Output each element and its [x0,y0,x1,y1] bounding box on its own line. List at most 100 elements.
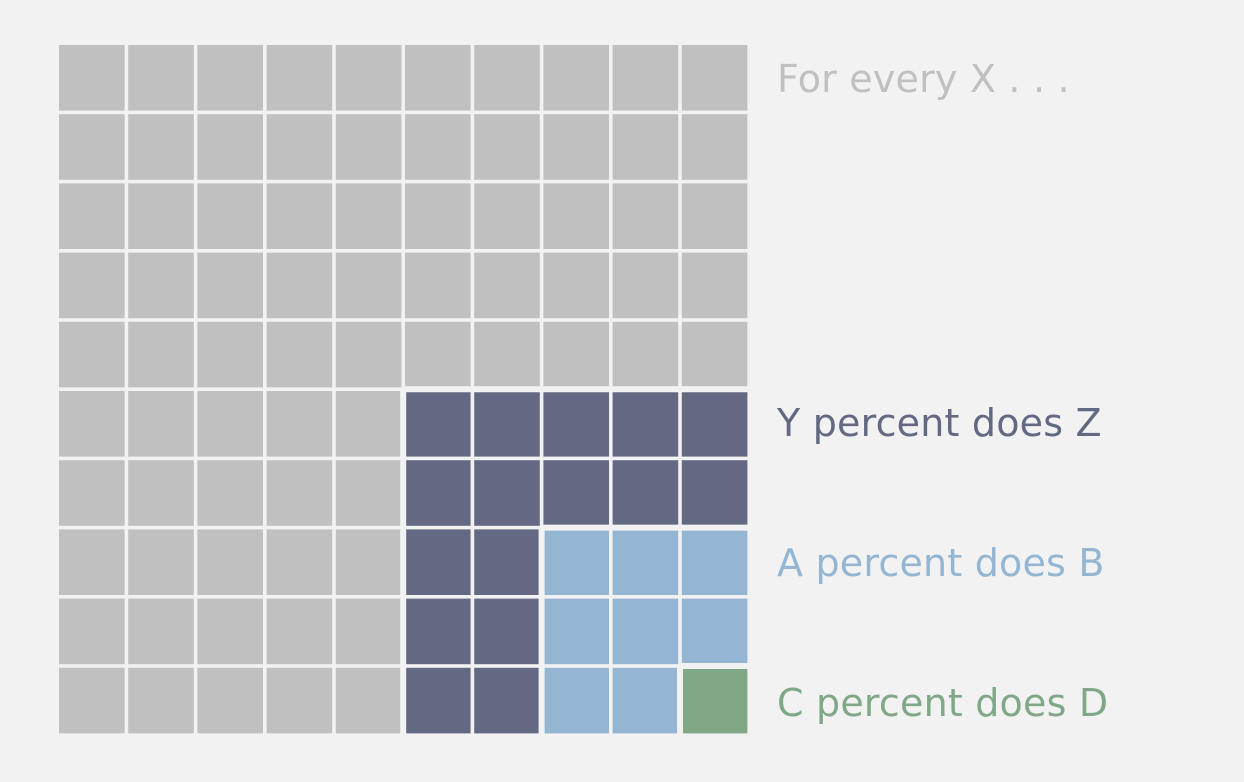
waffle-cell-base [197,529,263,595]
waffle-cell-base [266,460,333,526]
waffle-cell-group-1 [681,460,748,526]
waffle-cell-base [543,183,609,249]
legend-label-base: For every X . . . [777,57,1070,101]
waffle-cell-base [266,598,333,665]
waffle-cell-base [335,45,402,111]
waffle-cell-group-3 [681,667,748,734]
waffle-cell-base [197,321,263,388]
waffle-cell-base [128,598,194,665]
waffle-cell-base [405,114,471,180]
waffle-cell-base [59,45,125,111]
waffle-cell-base [335,598,402,665]
waffle-cell-group-1 [612,391,679,457]
waffle-cell-group-1 [405,598,471,665]
waffle-cell-group-1 [474,529,540,595]
waffle-cell-base [197,114,263,180]
waffle-cell-base [128,391,194,457]
waffle-cell-base [681,45,748,111]
waffle-cell-base [681,183,748,249]
waffle-cell-base [266,114,333,180]
waffle-cell-base [543,114,609,180]
waffle-cell-group-1 [474,391,540,457]
waffle-cell-base [128,529,194,595]
waffle-cell-base [266,252,333,319]
legend-label-a-percent: A percent does B [777,541,1105,585]
waffle-cell-base [59,252,125,319]
legend-label-c-percent: C percent does D [777,681,1109,725]
waffle-cell-group-1 [474,667,540,734]
waffle-cell-base [197,460,263,526]
waffle-cell-base [335,252,402,319]
waffle-cell-base [335,667,402,734]
waffle-cell-base [128,321,194,388]
waffle-cell-group-1 [543,391,609,457]
waffle-cell-base [612,252,679,319]
waffle-cell-base [128,252,194,319]
waffle-cell-base [612,321,679,388]
waffle-cell-base [59,114,125,180]
waffle-cell-base [128,114,194,180]
waffle-cell-group-2 [543,529,609,595]
waffle-cell-base [59,183,125,249]
waffle-cell-base [59,391,125,457]
waffle-cell-base [405,252,471,319]
waffle-cell-base [335,114,402,180]
waffle-cell-base [474,252,540,319]
waffle-cell-base [405,321,471,388]
waffle-cell-base [197,598,263,665]
waffle-cell-base [681,252,748,319]
legend-label-y-percent: Y percent does Z [777,401,1102,445]
waffle-cell-base [197,667,263,734]
waffle-cell-base [59,321,125,388]
waffle-cell-base [59,460,125,526]
waffle-cell-group-1 [405,460,471,526]
waffle-cell-base [266,667,333,734]
waffle-cell-base [612,114,679,180]
waffle-cell-base [59,598,125,665]
waffle-cell-base [335,391,402,457]
waffle-cell-group-2 [612,598,679,665]
waffle-cell-base [405,45,471,111]
waffle-cell-base [335,321,402,388]
waffle-cell-group-2 [681,529,748,595]
waffle-cell-group-1 [405,667,471,734]
waffle-cell-base [266,529,333,595]
waffle-cell-base [474,183,540,249]
waffle-cell-base [128,45,194,111]
waffle-cell-group-2 [543,667,609,734]
waffle-cell-base [266,321,333,388]
waffle-cell-base [266,391,333,457]
waffle-cell-base [612,45,679,111]
waffle-cell-base [335,529,402,595]
waffle-cell-base [128,667,194,734]
waffle-cell-group-1 [681,391,748,457]
waffle-cell-base [197,391,263,457]
waffle-cell-base [266,183,333,249]
waffle-cell-base [197,45,263,111]
waffle-cell-base [474,45,540,111]
waffle-cell-base [128,183,194,249]
waffle-cell-group-1 [474,460,540,526]
waffle-cell-base [197,252,263,319]
waffle-cell-base [612,183,679,249]
waffle-cell-group-1 [612,460,679,526]
waffle-cell-base [681,321,748,388]
waffle-cell-group-1 [405,529,471,595]
waffle-cell-base [543,45,609,111]
waffle-cell-base [681,114,748,180]
waffle-cell-group-2 [681,598,748,665]
waffle-cell-base [128,460,194,526]
waffle-cell-base [474,114,540,180]
waffle-cell-base [59,529,125,595]
waffle-cell-base [266,45,333,111]
waffle-cell-base [59,667,125,734]
waffle-cell-base [197,183,263,249]
waffle-cell-base [335,183,402,249]
waffle-cell-base [405,183,471,249]
waffle-cell-group-2 [543,598,609,665]
waffle-cell-group-1 [405,391,471,457]
waffle-cell-base [543,252,609,319]
waffle-cell-group-2 [612,667,679,734]
waffle-cell-base [543,321,609,388]
